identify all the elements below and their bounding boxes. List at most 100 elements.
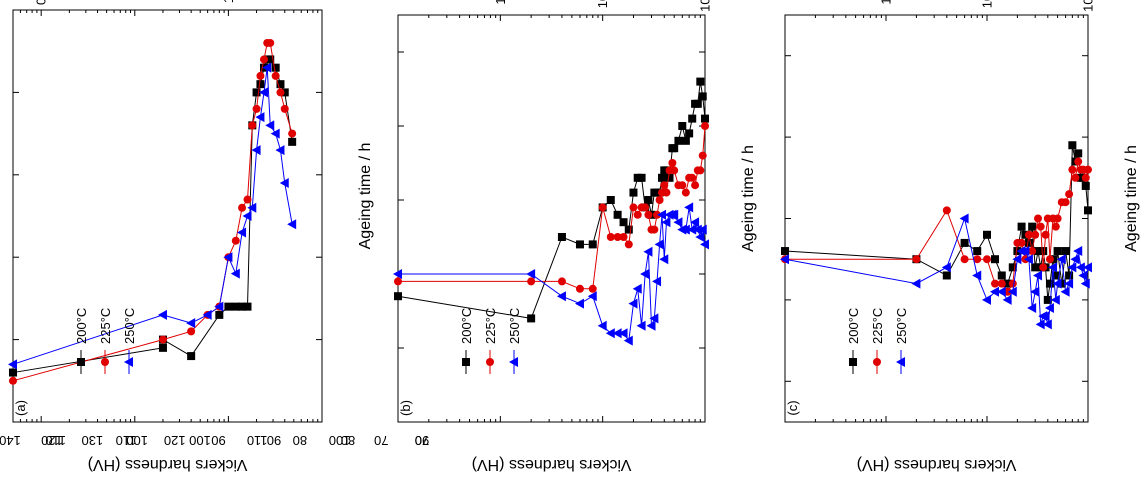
x-axis-title: Ageing time / h xyxy=(1123,145,1140,252)
data-point xyxy=(280,104,289,113)
legend-label: 200°C xyxy=(846,308,861,344)
data-point xyxy=(287,219,297,230)
data-point xyxy=(1081,181,1090,190)
data-point xyxy=(157,309,167,320)
data-point xyxy=(665,173,674,182)
data-point xyxy=(258,87,268,98)
data-point xyxy=(1065,190,1074,199)
data-point xyxy=(223,252,233,263)
data-point xyxy=(698,92,707,101)
y-tick-label: 120 xyxy=(164,433,186,448)
data-point xyxy=(101,358,109,366)
data-point xyxy=(1070,254,1080,265)
data-point xyxy=(1017,238,1026,247)
data-point xyxy=(972,270,982,281)
series-0 xyxy=(9,55,297,377)
data-point xyxy=(1081,173,1090,182)
data-point xyxy=(1083,262,1092,273)
data-point xyxy=(1020,246,1030,257)
data-point xyxy=(527,314,536,323)
legend-label: 200°C xyxy=(459,308,474,344)
x-axis-title: Ageing time / h xyxy=(740,145,757,252)
data-point xyxy=(641,203,650,212)
data-point xyxy=(187,352,196,361)
data-point xyxy=(259,55,268,64)
data-point xyxy=(275,145,285,156)
data-point xyxy=(618,328,628,339)
data-point xyxy=(656,209,666,220)
data-point xyxy=(661,217,671,228)
legend-label: 225°C xyxy=(870,308,885,344)
data-point xyxy=(619,233,628,241)
data-point xyxy=(1044,303,1054,314)
data-point xyxy=(780,254,789,265)
panel-label: (c) xyxy=(785,400,800,415)
data-point xyxy=(692,224,702,235)
data-point xyxy=(960,238,969,247)
data-point xyxy=(1051,271,1060,280)
data-point xyxy=(960,255,969,264)
data-point xyxy=(1050,294,1060,305)
series-2 xyxy=(780,213,1092,330)
data-point xyxy=(657,173,666,182)
data-point xyxy=(990,255,999,264)
data-point xyxy=(557,277,566,286)
data-point xyxy=(941,262,951,273)
data-point xyxy=(643,246,653,257)
data-point xyxy=(527,277,536,286)
y-tick-label: 100 xyxy=(189,433,211,448)
data-point xyxy=(644,210,653,219)
data-point xyxy=(912,255,921,264)
y-tick-label: 100 xyxy=(126,433,148,448)
data-point xyxy=(628,298,638,309)
data-point xyxy=(636,320,646,331)
data-point xyxy=(997,279,1006,288)
x-tick-label: 100 xyxy=(698,0,713,12)
data-point xyxy=(1007,286,1017,297)
data-point xyxy=(1052,278,1062,289)
x-tick-label: 10 xyxy=(221,0,236,3)
data-point xyxy=(1051,222,1060,231)
data-point xyxy=(231,302,240,311)
data-point xyxy=(1047,262,1057,273)
data-point xyxy=(1067,262,1077,273)
data-point xyxy=(606,233,615,241)
data-point xyxy=(688,114,697,123)
y-tick-label: 70 xyxy=(415,433,429,448)
data-point xyxy=(942,206,951,215)
data-point xyxy=(158,335,167,344)
data-point xyxy=(556,291,566,302)
data-point xyxy=(633,210,642,219)
data-point xyxy=(670,144,679,153)
panel-label: (a) xyxy=(13,400,28,416)
data-point xyxy=(1023,254,1033,265)
data-point xyxy=(238,302,247,311)
data-point xyxy=(588,284,597,293)
data-point xyxy=(9,376,17,385)
data-point xyxy=(526,269,536,279)
data-point xyxy=(266,38,275,47)
data-point xyxy=(669,209,679,220)
data-point xyxy=(695,232,705,242)
x-tick-label: 10 xyxy=(980,0,995,8)
data-point xyxy=(1008,279,1017,288)
data-point xyxy=(77,358,85,366)
data-point xyxy=(1028,247,1037,256)
legend-label: 200°C xyxy=(74,308,89,344)
data-point xyxy=(202,309,212,320)
x-tick-label: 1 xyxy=(879,0,894,5)
data-point xyxy=(252,88,261,97)
data-point xyxy=(588,240,597,249)
data-point xyxy=(256,71,265,80)
data-point xyxy=(557,233,566,241)
data-point xyxy=(1074,157,1083,166)
data-point xyxy=(678,122,687,130)
data-point xyxy=(1068,141,1077,150)
y-tick-label: 80 xyxy=(341,433,355,448)
data-point xyxy=(670,166,679,175)
x-tick-label: 100 xyxy=(1081,0,1096,12)
data-point xyxy=(243,302,252,311)
data-point xyxy=(990,279,999,288)
data-point xyxy=(1027,303,1037,314)
